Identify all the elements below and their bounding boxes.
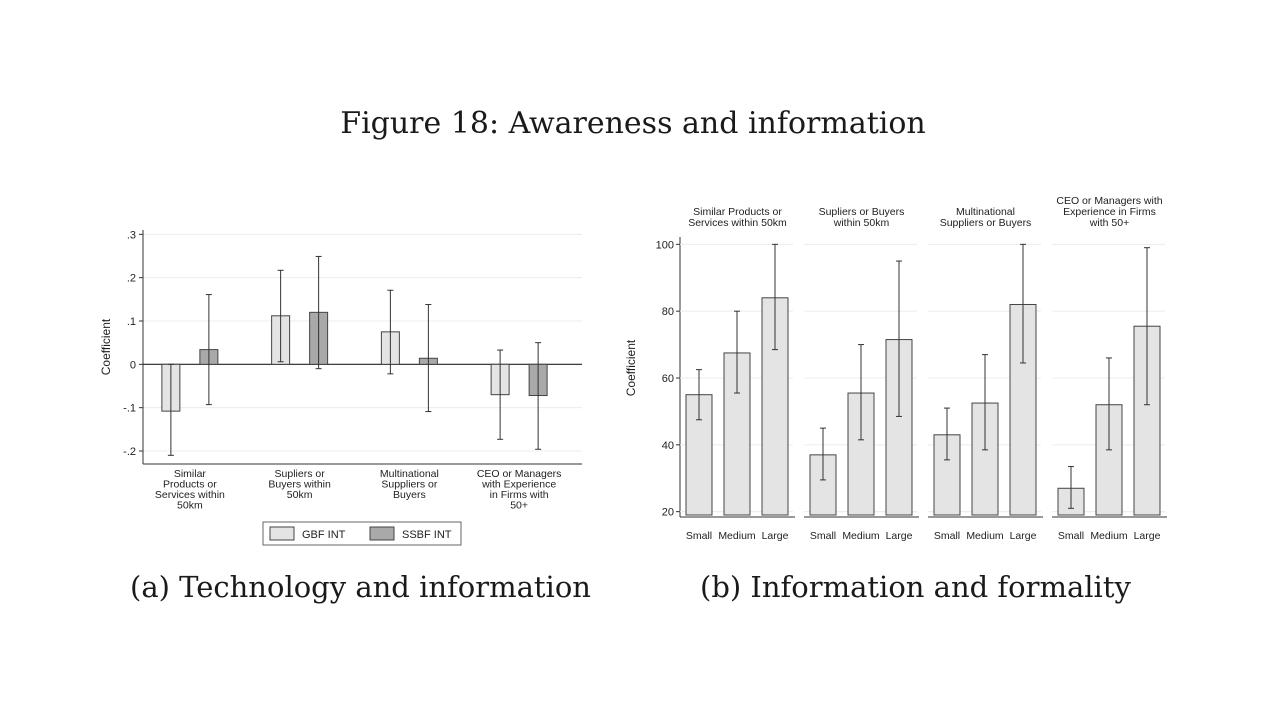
x-category-label: Large (1010, 530, 1037, 542)
x-category-label: Small (686, 530, 712, 542)
x-category-label: Buyers within (268, 479, 331, 491)
legend-label: SSBF INT (402, 529, 452, 541)
x-category-label: Suppliers or (381, 479, 438, 491)
x-category-label: Large (762, 530, 789, 542)
bar-large (1009, 303, 1037, 516)
legend-swatch (369, 526, 395, 541)
x-category-label: Medium (842, 530, 880, 542)
legend-swatch (269, 526, 295, 541)
y-tick-label: 100 (656, 239, 674, 251)
legend-box (262, 521, 462, 546)
x-category-label: 50+ (510, 500, 528, 512)
panel-title: with 50+ (1089, 217, 1129, 229)
y-axis-label: Coefficient (624, 339, 638, 396)
x-category-label: Services within (155, 489, 225, 501)
x-category-label: with Experience (481, 479, 556, 491)
panel-title: Suppliers or Buyers (940, 217, 1032, 229)
y-tick-label: .1 (127, 316, 136, 328)
panel-title: Supliers or Buyers (819, 206, 905, 218)
y-tick-label: .3 (127, 229, 136, 241)
y-axis-label: Coefficient (99, 318, 113, 375)
x-category-label: 50km (177, 500, 203, 512)
y-tick-label: 0 (130, 359, 136, 371)
y-tick-label: .2 (127, 273, 136, 285)
x-category-label: 50km (287, 489, 313, 501)
y-tick-label: -.1 (123, 403, 136, 415)
panel-title: within 50km (833, 217, 890, 229)
panel-title: Services within 50km (688, 217, 787, 229)
y-tick-label: 80 (662, 306, 674, 318)
x-category-label: Small (1058, 530, 1084, 542)
panel-title: CEO or Managers with (1056, 195, 1162, 207)
x-category-label: Buyers (393, 489, 426, 501)
x-category-label: Similar (174, 468, 207, 480)
x-category-label: Large (1134, 530, 1161, 542)
x-category-label: Supliers or (275, 468, 326, 480)
y-tick-label: -.2 (123, 446, 136, 458)
x-category-label: Large (886, 530, 913, 542)
x-category-label: Products or (163, 479, 217, 491)
panel-title: Similar Products or (693, 206, 782, 218)
x-category-label: CEO or Managers (477, 468, 562, 480)
caption-b: (b) Information and formality (700, 570, 1131, 604)
bar-small (809, 454, 837, 516)
panel-title: Experience in Firms (1063, 206, 1156, 218)
legend-label: GBF INT (302, 529, 346, 541)
caption-a: (a) Technology and information (130, 570, 591, 604)
x-category-label: Small (934, 530, 960, 542)
x-category-label: Small (810, 530, 836, 542)
x-category-label: Medium (718, 530, 756, 542)
y-tick-label: 40 (662, 440, 674, 452)
y-tick-label: 60 (662, 373, 674, 385)
x-category-label: in Firms with (490, 489, 549, 501)
x-category-label: Multinational (380, 468, 439, 480)
panel-title: Multinational (956, 206, 1015, 218)
x-category-label: Medium (1090, 530, 1128, 542)
x-category-label: Medium (966, 530, 1004, 542)
y-tick-label: 20 (662, 507, 674, 519)
figure-title: Figure 18: Awareness and information (340, 106, 926, 141)
